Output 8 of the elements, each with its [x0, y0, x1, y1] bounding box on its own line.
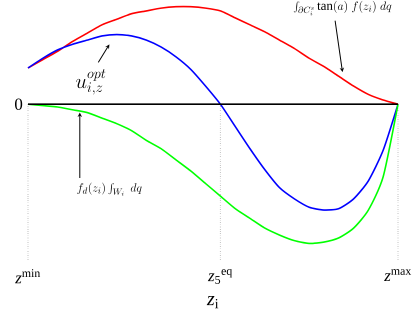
x-tick-label: z$^{min}$: [15, 269, 40, 284]
annotation: $\int_{\partial C_i^s} \tan(a)\; f(z_i)\; dq$: [294, 0, 392, 16]
x-axis-title: z$_{i}$: [206, 296, 218, 308]
x-tick-label: z$_{5}$eq: [208, 269, 232, 284]
x-tick-label: z$^{max}$: [384, 269, 412, 282]
annotation: $u_{i,z}^{opt}$: [76, 69, 106, 95]
text: 0: [14, 98, 22, 110]
annotation: $f_d(z_i) \int_{W_i} \; dq$: [77, 182, 142, 196]
